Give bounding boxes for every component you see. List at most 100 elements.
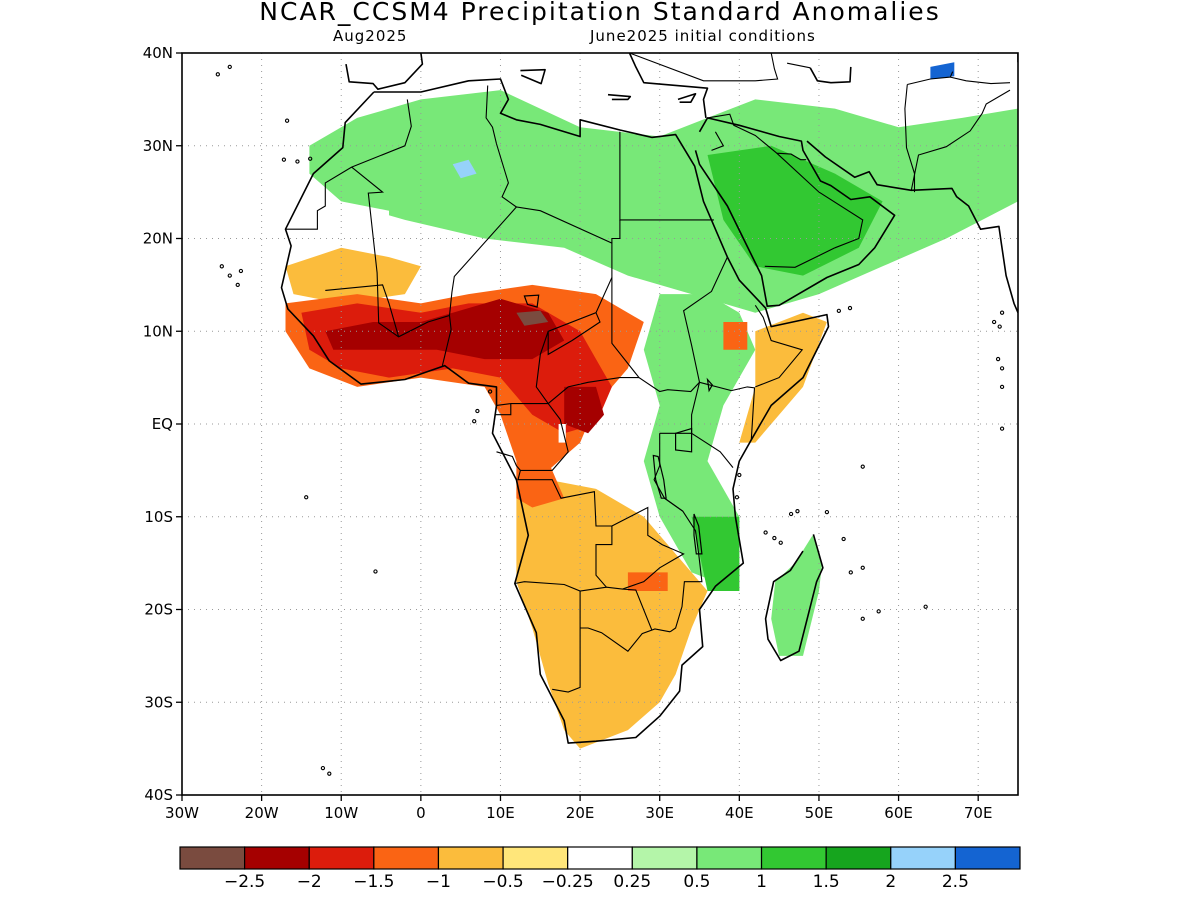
country-border xyxy=(611,256,728,393)
anomaly-region-congo-white xyxy=(558,424,566,443)
anomaly-region-zambia-dark-orange xyxy=(627,572,668,591)
coastline-iberia xyxy=(345,53,424,90)
colorbar-swatch xyxy=(567,846,633,870)
coastline-arabia xyxy=(694,117,896,308)
anomaly-region-madagascar-green xyxy=(771,535,823,656)
colorbar-swatch xyxy=(437,846,504,870)
initial-conditions: June2025 initial conditions xyxy=(590,27,816,45)
anomaly-region-west-africa-orange xyxy=(285,247,421,304)
colorbar-swatch xyxy=(179,846,246,870)
island-outline xyxy=(487,389,493,394)
island-outline xyxy=(778,540,783,545)
island-outline xyxy=(373,569,378,574)
lon-tick-label: 70E xyxy=(964,804,993,822)
country-border xyxy=(494,402,512,416)
country-border xyxy=(764,247,836,268)
country-border xyxy=(731,386,756,440)
country-border xyxy=(448,206,613,355)
colorbar-label: −2 xyxy=(297,872,322,892)
island-outline xyxy=(860,616,865,621)
country-border xyxy=(351,99,412,168)
island-outline xyxy=(320,765,326,771)
colorbar-label: 0.5 xyxy=(683,872,710,892)
country-border xyxy=(496,403,569,471)
colorbar-label: 1.5 xyxy=(813,872,840,892)
country-border xyxy=(910,89,1011,191)
island-outline xyxy=(860,464,865,469)
colorbar-swatch xyxy=(308,846,375,870)
country-border xyxy=(950,76,1011,85)
lon-tick-label: 60E xyxy=(884,804,913,822)
anomaly-region-iran-blue xyxy=(930,62,955,79)
colorbar-swatch xyxy=(373,846,440,870)
country-border xyxy=(351,166,452,366)
coastline-turkey-levant xyxy=(628,53,709,119)
colorbar-label: 0.25 xyxy=(613,872,651,892)
island-outline xyxy=(999,426,1005,431)
island-outline xyxy=(999,384,1005,390)
lon-tick-label: 10E xyxy=(486,804,515,822)
island-outline xyxy=(227,273,232,278)
colorbar-label: −1 xyxy=(426,872,451,892)
island-outline xyxy=(848,570,853,575)
lake-outline xyxy=(706,377,714,393)
anomaly-region-sahara-blue xyxy=(452,159,477,179)
country-border xyxy=(691,432,734,468)
island-outline xyxy=(475,408,480,414)
island-outline xyxy=(737,472,742,478)
island-outline xyxy=(219,264,224,269)
lon-tick-label: 30W xyxy=(165,804,199,822)
island-outline xyxy=(227,64,232,70)
coastline-caspian-iran-coast xyxy=(809,66,852,84)
island-outline xyxy=(841,536,846,542)
island-outline xyxy=(999,310,1005,315)
colorbar-swatch xyxy=(631,846,698,870)
country-border xyxy=(611,219,621,244)
lake-outline xyxy=(674,427,693,453)
anomaly-region-chad-darkred xyxy=(325,298,565,360)
lon-tick-label: 50E xyxy=(805,804,834,822)
colorbar-label: 2 xyxy=(885,872,896,892)
lake-outline xyxy=(652,454,667,499)
anomaly-region-chad-brown xyxy=(516,310,549,326)
country-border xyxy=(552,591,581,693)
coastline-africa xyxy=(280,78,830,744)
island-outline xyxy=(847,305,853,311)
anomaly-region-angola-dark-orange xyxy=(516,461,565,508)
anomaly-region-horn-orange xyxy=(739,312,827,443)
colorbar-swatch xyxy=(696,846,763,870)
coastline-madagascar xyxy=(764,534,824,662)
colorbar-swatch xyxy=(954,846,1021,870)
anomaly-region-east-africa-darkgreen xyxy=(691,516,740,591)
country-border xyxy=(535,354,639,405)
colorbar-swatch xyxy=(825,846,892,870)
island-outline xyxy=(991,319,997,325)
country-border xyxy=(776,152,864,249)
island-outline xyxy=(235,282,240,288)
country-border xyxy=(485,85,498,145)
lat-tick-label: EQ xyxy=(152,415,173,433)
lon-tick-label: 30E xyxy=(645,804,674,822)
country-border xyxy=(711,131,725,151)
lat-tick-label: 30N xyxy=(143,137,173,155)
anomaly-region-congo-darkred xyxy=(564,386,604,434)
anomaly-region-east-africa-green xyxy=(643,294,756,591)
country-border xyxy=(285,166,352,230)
anomaly-region-sahara-north-green xyxy=(309,90,1018,313)
island-outline xyxy=(860,565,865,570)
island-outline xyxy=(215,72,220,77)
colorbar-label: −1.5 xyxy=(353,872,394,892)
forecast-month: Aug2025 xyxy=(333,27,408,45)
country-border xyxy=(514,470,613,592)
lat-tick-label: 40S xyxy=(144,786,173,804)
lon-tick-label: 20E xyxy=(566,804,595,822)
coastline-italy-sicily xyxy=(520,68,546,85)
coastlines-and-borders xyxy=(215,53,1018,776)
country-border xyxy=(547,312,601,356)
lat-tick-label: 20S xyxy=(144,601,173,619)
island-outline xyxy=(923,604,928,609)
country-border xyxy=(325,284,400,337)
country-border xyxy=(495,143,517,208)
anomaly-region-arabia-green xyxy=(707,145,883,276)
